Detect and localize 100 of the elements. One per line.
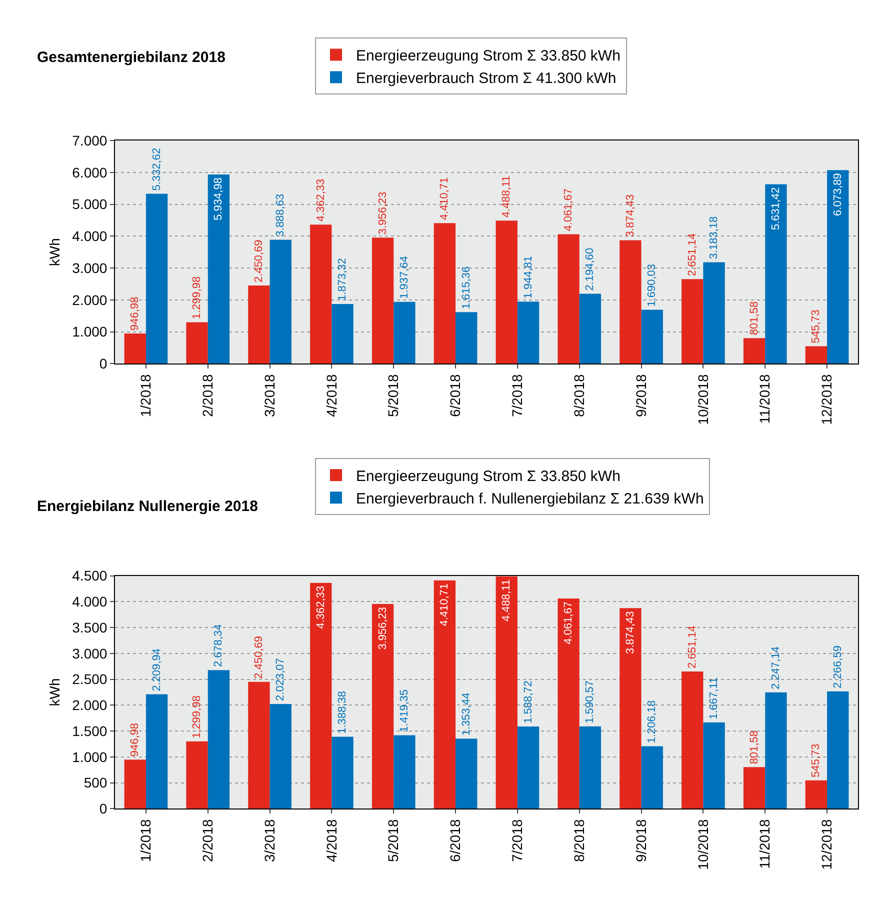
data-label: 801,58: [748, 301, 760, 336]
y-tick-label: 6.000: [72, 164, 108, 180]
data-label: 2.450,69: [252, 240, 265, 283]
data-label: 1.615,36: [460, 266, 472, 310]
bar: [456, 312, 478, 364]
data-label: 4.410,71: [438, 177, 451, 220]
x-tick-label: 7/2018: [509, 374, 526, 418]
bar: [827, 691, 849, 809]
bar: [517, 302, 540, 364]
x-tick-label: 2/2018: [199, 374, 216, 418]
y-tick-label: 4.000: [72, 228, 108, 244]
data-label: 545,73: [810, 744, 822, 778]
y-tick-label: 4.000: [72, 594, 108, 610]
data-label: 4.362,33: [314, 586, 327, 629]
x-tick-label: 5/2018: [385, 819, 402, 862]
data-label: 6.073,89: [832, 173, 844, 216]
y-axis-title: kWh: [46, 678, 63, 706]
legend-label: Energieerzeugung Strom Σ 33.850 kWh: [356, 48, 620, 65]
data-label: 1.353,44: [460, 692, 472, 736]
data-label: 1.206,18: [646, 700, 658, 744]
y-tick-label: 1.500: [72, 722, 108, 739]
data-label: 4.410,71: [438, 583, 451, 626]
data-label: 1.590,57: [584, 680, 596, 724]
data-label: 4.362,33: [314, 178, 327, 222]
x-tick-label: 6/2018: [447, 374, 464, 418]
legend-label: Energieverbrauch f. Nullenergiebilanz Σ 21.639 kWh: [356, 490, 704, 508]
bar: [620, 608, 642, 809]
data-label: 4.061,67: [562, 188, 575, 232]
bar: [186, 741, 208, 809]
x-tick-label: 12/2018: [818, 374, 835, 425]
x-tick-label: 9/2018: [632, 374, 649, 418]
data-label: 1.299,98: [191, 696, 204, 738]
x-tick-label: 3/2018: [261, 374, 278, 418]
y-tick-label: 1.000: [72, 748, 108, 765]
bar: [496, 576, 518, 809]
data-label: 545,73: [810, 310, 822, 344]
bar: [765, 692, 787, 809]
legend-label: Energieerzeugung Strom Σ 33.850 kWh: [356, 468, 620, 486]
data-label: 2.651,14: [686, 626, 698, 668]
bar: [620, 240, 642, 364]
x-tick-label: 3/2018: [261, 819, 278, 862]
bar: [372, 604, 394, 809]
bar: [332, 736, 354, 809]
bar: [703, 262, 725, 364]
data-label: 4.488,11: [500, 579, 513, 622]
bar: [434, 580, 456, 809]
x-tick-label: 4/2018: [323, 374, 340, 418]
data-label: 1.419,35: [398, 689, 410, 732]
data-label: 3.874,43: [624, 194, 636, 238]
y-tick-label: 3.500: [72, 619, 108, 636]
data-label: 801,58: [748, 730, 760, 764]
data-label: 2.209,94: [150, 648, 163, 692]
data-label: 4.061,67: [562, 601, 575, 644]
x-tick-label: 6/2018: [447, 819, 464, 862]
bar: [517, 726, 540, 809]
bar: [146, 694, 168, 809]
data-label: 946,98: [129, 296, 142, 330]
bar: [456, 738, 478, 809]
data-label: 3.956,23: [376, 192, 389, 235]
x-tick-label: 11/2018: [756, 374, 773, 424]
bar: [682, 671, 704, 809]
data-label: 4.488,11: [500, 176, 513, 218]
data-label: 5.332,62: [150, 148, 163, 191]
bar: [332, 304, 354, 364]
bar: [805, 346, 828, 364]
y-tick-label: 500: [84, 774, 108, 791]
data-label: 1.667,11: [708, 677, 720, 720]
y-tick-label: 0: [99, 800, 108, 817]
data-label: 3.874,43: [624, 611, 636, 654]
x-tick-label: 5/2018: [385, 374, 402, 418]
bar: [765, 184, 787, 364]
data-label: 3.888,63: [274, 194, 287, 237]
legend-label: Energieverbrauch Strom Σ 41.300 kWh: [356, 70, 616, 88]
bar: [124, 760, 146, 809]
bar: [248, 286, 270, 364]
x-tick-label: 7/2018: [509, 819, 526, 862]
x-tick-label: 8/2018: [570, 819, 587, 862]
data-label: 946,98: [129, 722, 142, 757]
y-tick-label: 5.000: [72, 196, 108, 212]
x-tick-label: 11/2018: [756, 819, 773, 869]
bar: [270, 704, 292, 809]
chart-title: Gesamtenergiebilanz 2018: [37, 49, 226, 66]
bar: [641, 310, 663, 364]
y-tick-label: 2.000: [72, 292, 108, 308]
data-label: 2.651,14: [686, 233, 698, 276]
bar: [496, 220, 518, 364]
x-tick-label: 9/2018: [632, 819, 649, 862]
bar: [394, 735, 416, 809]
bar: [248, 682, 270, 809]
bar: [310, 224, 332, 364]
data-label: 1.873,32: [336, 258, 349, 301]
data-label: 1.690,03: [646, 264, 658, 307]
x-tick-label: 1/2018: [138, 374, 154, 418]
data-label: 2.450,69: [252, 636, 265, 679]
data-label: 2.247,14: [770, 646, 782, 690]
bar: [310, 582, 332, 809]
x-tick-label: 1/2018: [138, 819, 154, 862]
bar: [146, 194, 168, 364]
bar: [208, 670, 230, 809]
y-tick-label: 4.500: [72, 568, 108, 584]
